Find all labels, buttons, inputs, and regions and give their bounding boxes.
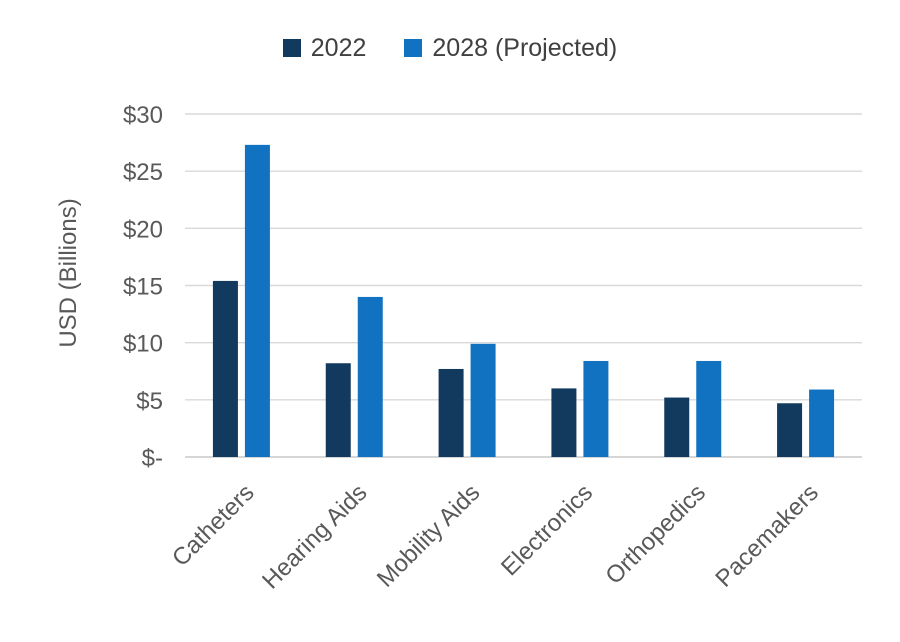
y-axis-tick-label: $25 bbox=[123, 159, 163, 186]
y-axis-tick-label: $5 bbox=[136, 388, 163, 415]
bar-2028-projected--mobility-aids bbox=[470, 343, 496, 457]
legend-swatch-2022 bbox=[282, 39, 301, 57]
y-axis-tick-label: $30 bbox=[123, 102, 163, 129]
y-axis-tick-label: $- bbox=[142, 445, 163, 472]
bar-2028-projected--catheters bbox=[244, 144, 270, 457]
bar-2022-orthopedics bbox=[664, 397, 690, 457]
x-axis-category-label: Electronics bbox=[496, 479, 598, 581]
bar-2022-mobility-aids bbox=[438, 368, 464, 457]
chart-legend: 2022 2028 (Projected) bbox=[0, 30, 900, 66]
legend-label-2028: 2028 (Projected) bbox=[432, 33, 618, 62]
bar-2028-projected--pacemakers bbox=[809, 389, 835, 457]
bar-2022-hearing-aids bbox=[325, 363, 351, 457]
y-axis-title: USD (Billions) bbox=[55, 198, 82, 347]
bar-2028-projected--hearing-aids bbox=[357, 296, 383, 457]
legend-swatch-2028 bbox=[404, 39, 423, 57]
bar-2022-pacemakers bbox=[777, 403, 803, 457]
x-axis-category-label: Mobility Aids bbox=[372, 479, 485, 592]
x-axis-category-label: Catheters bbox=[167, 479, 260, 572]
legend-label-2022: 2022 bbox=[310, 33, 367, 62]
y-axis-tick-label: $15 bbox=[123, 274, 163, 301]
x-axis-category-label: Hearing Aids bbox=[257, 479, 372, 594]
bar-2022-catheters bbox=[212, 280, 238, 457]
legend-item-2028: 2028 (Projected) bbox=[404, 34, 617, 63]
y-axis-tick-label: $10 bbox=[123, 331, 163, 358]
x-axis-category-label: Orthopedics bbox=[600, 479, 711, 590]
y-axis-tick-label: $20 bbox=[123, 216, 163, 243]
bar-2028-projected--orthopedics bbox=[696, 360, 722, 457]
bar-2022-electronics bbox=[551, 388, 577, 457]
bar-2028-projected--electronics bbox=[583, 360, 609, 457]
x-axis-category-label: Pacemakers bbox=[710, 479, 823, 592]
legend-item-2022: 2022 bbox=[282, 33, 367, 63]
